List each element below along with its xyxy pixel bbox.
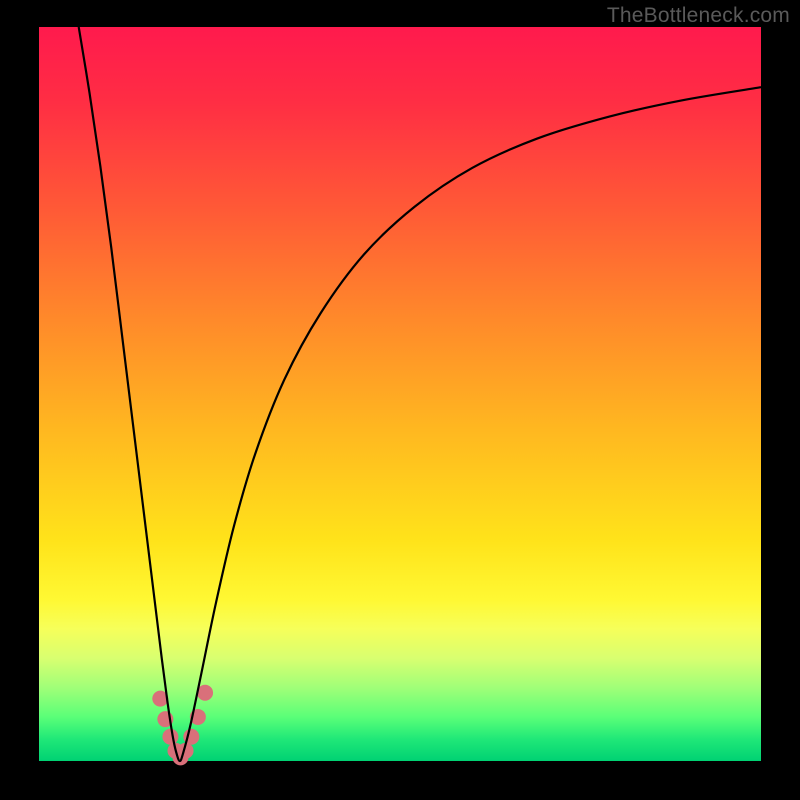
bottleneck-chart [0, 0, 800, 800]
highlight-dot [162, 729, 178, 745]
plot-background [39, 27, 761, 761]
watermark-text: TheBottleneck.com [607, 4, 790, 28]
